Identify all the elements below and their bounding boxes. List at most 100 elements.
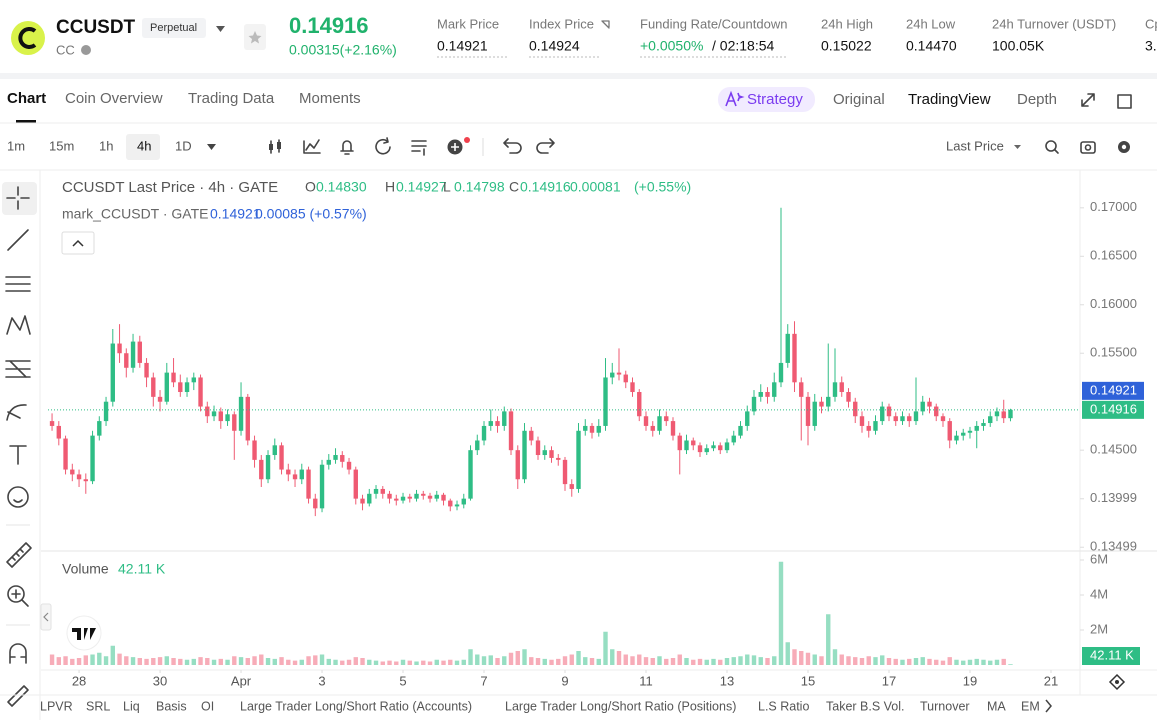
collapse-tab[interactable] xyxy=(40,603,52,631)
indicator-tab[interactable]: Liq xyxy=(123,699,140,713)
search-icon[interactable] xyxy=(1045,140,1057,152)
indicator-tab[interactable]: Large Trader Long/Short Ratio (Positions… xyxy=(505,699,736,713)
volume-bar xyxy=(799,651,804,665)
strategy-icon xyxy=(725,90,745,107)
zoom-tool[interactable] xyxy=(7,585,25,603)
interval[interactable]: 15m xyxy=(49,138,74,153)
template-icon[interactable] xyxy=(411,140,427,156)
mark-value: 0.14921 xyxy=(210,206,261,222)
interval-dropdown[interactable] xyxy=(207,144,216,150)
x-tick-label: 5 xyxy=(399,673,406,688)
volume-bar xyxy=(900,659,905,665)
symbol-dropdown[interactable] xyxy=(216,26,225,32)
volume-bar xyxy=(245,658,250,665)
chart-title: CCUSDT Last Price · 4h · GATE xyxy=(62,179,278,196)
coin-logo xyxy=(11,21,45,55)
tab[interactable]: Chart xyxy=(7,90,46,107)
lock-tool[interactable] xyxy=(7,685,29,707)
contract-type[interactable]: Perpetual xyxy=(150,22,197,34)
trend-line-tool[interactable] xyxy=(7,229,29,251)
interval[interactable]: 1h xyxy=(99,138,113,153)
volume-bar xyxy=(562,656,568,665)
chart-type-icon[interactable] xyxy=(269,139,281,154)
fib-tool[interactable] xyxy=(5,276,31,292)
indicator-tab[interactable]: OI xyxy=(201,699,214,713)
bottom-scroll-arrow[interactable] xyxy=(1045,699,1052,713)
strategy-pill[interactable] xyxy=(718,87,815,112)
volume-bar xyxy=(859,658,865,665)
candle-body xyxy=(859,416,865,426)
coin-logo-mark xyxy=(18,27,37,49)
view-tab[interactable]: Original xyxy=(833,91,885,108)
magnet-tool[interactable] xyxy=(9,643,27,664)
indicator-tab[interactable]: Large Trader Long/Short Ratio (Accounts) xyxy=(240,699,472,713)
volume-bar xyxy=(218,658,223,665)
price-type[interactable]: Last Price xyxy=(946,138,1004,153)
undo-icon[interactable] xyxy=(503,138,522,154)
stat-value: 0.14924 xyxy=(529,38,580,54)
replay-icon[interactable] xyxy=(375,137,391,155)
volume-bar xyxy=(400,659,406,665)
volume-bar xyxy=(677,654,682,665)
volume-bar xyxy=(63,656,68,665)
collapse-legend[interactable] xyxy=(61,231,95,255)
pattern-tool[interactable] xyxy=(6,315,31,335)
candle-body xyxy=(812,401,817,426)
candle-body xyxy=(232,414,237,431)
indicator-tab[interactable]: LPVR xyxy=(40,699,73,713)
candle-body xyxy=(157,396,163,402)
candle-body xyxy=(63,438,68,470)
ruler-tool[interactable] xyxy=(6,542,32,568)
interval[interactable]: 1m xyxy=(7,138,25,153)
view-tab[interactable]: Depth xyxy=(1017,91,1057,108)
tab[interactable]: Moments xyxy=(299,90,361,107)
indicator-tab[interactable]: SRL xyxy=(86,699,110,713)
volume-bar xyxy=(90,654,95,665)
candle-body xyxy=(589,425,595,433)
brush-tool[interactable] xyxy=(6,404,27,421)
candle-body xyxy=(481,425,487,441)
x-tick-label: 11 xyxy=(639,673,653,688)
candle-body xyxy=(468,450,473,499)
view-tab[interactable]: Strategy xyxy=(747,91,803,108)
candle-body xyxy=(225,414,230,422)
interval[interactable]: 1D xyxy=(175,138,192,153)
go-to-latest[interactable] xyxy=(1108,673,1126,691)
volume-bar xyxy=(583,657,588,665)
add-icon-plus xyxy=(451,143,459,151)
emoji-tool[interactable] xyxy=(7,486,29,508)
volume-bar xyxy=(265,658,271,665)
text-tool[interactable] xyxy=(9,445,27,465)
price-type-dropdown[interactable] xyxy=(1014,145,1021,149)
tab[interactable]: Trading Data xyxy=(188,90,275,107)
redo-icon[interactable] xyxy=(536,138,555,154)
candle-body xyxy=(691,440,696,446)
window-icon[interactable] xyxy=(1117,94,1132,109)
indicator-tab[interactable]: EM xyxy=(1021,699,1040,713)
external-link-icon[interactable] xyxy=(601,20,610,29)
indicators-icon[interactable] xyxy=(303,139,321,154)
indicator-tab[interactable]: Turnover xyxy=(920,699,970,713)
tab[interactable]: Coin Overview xyxy=(65,90,163,107)
view-tab[interactable]: TradingView xyxy=(908,91,991,108)
indicator-tab[interactable]: Taker B.S Vol. xyxy=(826,699,905,713)
collapse-arrow xyxy=(43,612,49,622)
ohlc-key: O xyxy=(305,179,316,195)
indicator-tab[interactable]: Basis xyxy=(156,699,187,713)
screenshot-icon[interactable] xyxy=(1080,141,1096,154)
interval[interactable]: 4h xyxy=(137,138,151,153)
candle-body xyxy=(616,372,622,375)
fullscreen-icon[interactable] xyxy=(1081,93,1095,107)
ohlc-key: L xyxy=(443,179,451,195)
indicator-tab[interactable]: L.S Ratio xyxy=(758,699,809,713)
info-icon[interactable] xyxy=(81,45,91,55)
candle-body xyxy=(103,401,109,422)
crosshair-tool[interactable] xyxy=(6,186,30,210)
indicator-tab[interactable]: MA xyxy=(987,699,1006,713)
alert-icon[interactable] xyxy=(340,140,354,155)
last-price-label: 0.14916 xyxy=(1090,401,1137,416)
projection-tool[interactable] xyxy=(5,360,31,378)
volume-bar xyxy=(502,656,507,665)
y-tick-label: 0.13499 xyxy=(1090,539,1137,554)
candle-body xyxy=(110,343,115,402)
